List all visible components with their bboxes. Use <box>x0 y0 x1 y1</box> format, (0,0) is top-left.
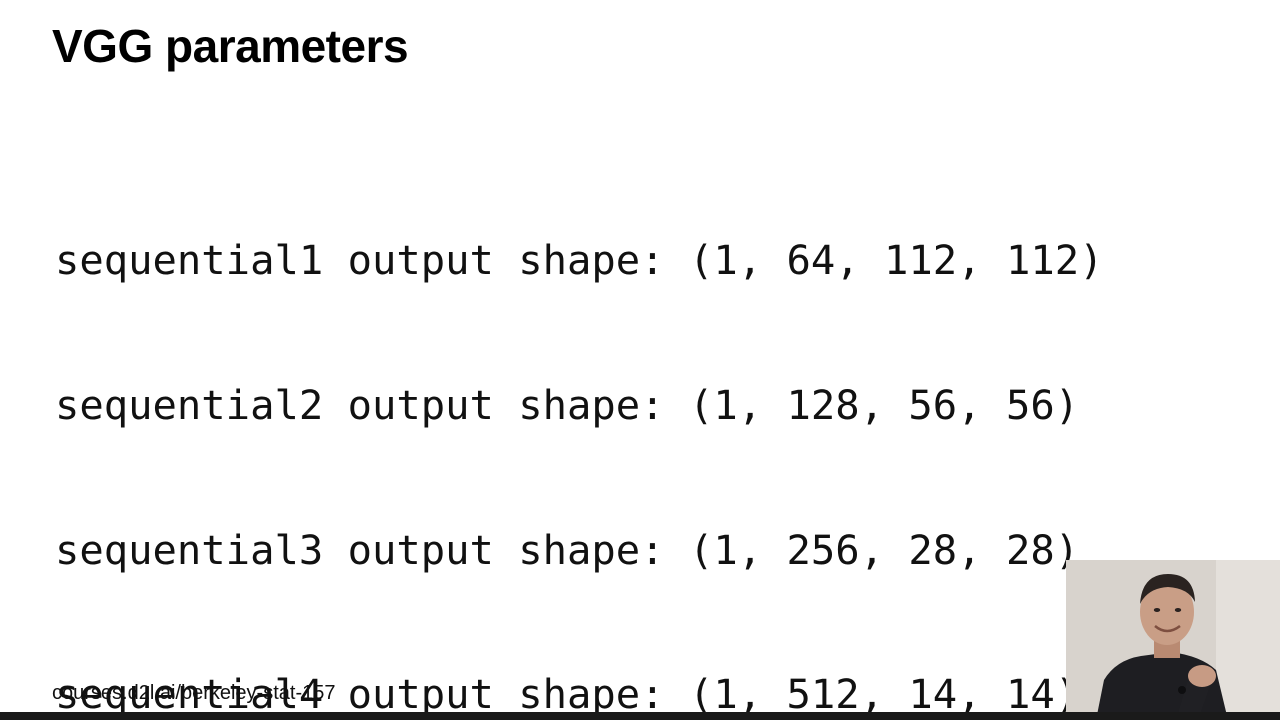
code-line-sequential2: sequential2 output shape: (1, 128, 56, 5… <box>55 381 1080 429</box>
bottom-bar <box>0 712 1280 720</box>
code-line-sequential3: sequential3 output shape: (1, 256, 28, 2… <box>55 525 1080 574</box>
presenter-silhouette <box>1066 560 1280 720</box>
output-shape-listing: sequential1 output shape: (1, 64, 112, 1… <box>55 140 1103 720</box>
course-url-footer: courses.d2l.ai/berkeley-stat-157 <box>52 682 336 704</box>
code-line-sequential1: sequential1 output shape: (1, 64, 112, 1… <box>55 236 1104 285</box>
slide-title: VGG parameters <box>52 20 409 72</box>
presenter-video-thumbnail <box>1066 560 1280 720</box>
code-line-sequential4: sequential4 output shape: (1, 512, 14, 1… <box>55 670 1080 719</box>
